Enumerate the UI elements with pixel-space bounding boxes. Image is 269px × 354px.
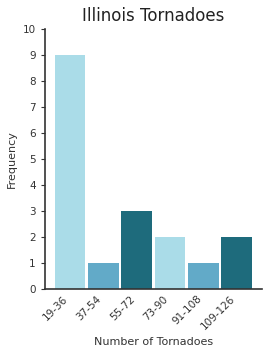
Bar xyxy=(155,237,185,289)
Y-axis label: Frequency: Frequency xyxy=(7,130,17,188)
Title: Illinois Tornadoes: Illinois Tornadoes xyxy=(82,7,225,25)
Bar xyxy=(88,263,119,289)
X-axis label: Number of Tornadoes: Number of Tornadoes xyxy=(94,337,213,347)
Bar xyxy=(188,263,219,289)
Bar xyxy=(221,237,252,289)
Bar xyxy=(121,211,152,289)
Bar xyxy=(55,55,85,289)
